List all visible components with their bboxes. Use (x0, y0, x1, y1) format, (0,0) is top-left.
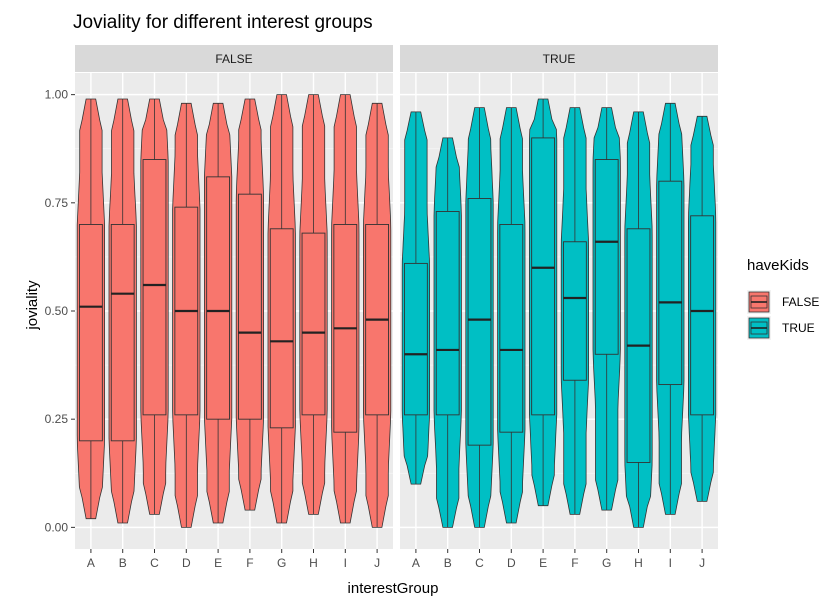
box (301, 232, 326, 416)
y-axis-title: joviality (24, 280, 41, 331)
box (142, 159, 167, 416)
chart-title: Joviality for different interest groups (73, 12, 373, 33)
violin-group-g (592, 107, 621, 511)
box (404, 262, 428, 416)
violin-group-d (172, 102, 201, 528)
violin-group-i (656, 102, 685, 515)
box (690, 215, 714, 416)
x-tick-label: H (634, 556, 643, 570)
violin-group-f (560, 107, 589, 515)
violin-group-e (204, 102, 233, 524)
violin-group-j (688, 115, 717, 502)
violin-group-e (529, 98, 558, 507)
y-tick-label: 1.00 (45, 88, 69, 102)
y-tick-label: 0.50 (45, 304, 69, 318)
legend-key-false: FALSE (747, 290, 819, 314)
y-tick-label: 0.25 (45, 412, 69, 426)
x-tick-label: A (87, 556, 95, 570)
box (79, 224, 103, 442)
y-tick-label: 0.75 (45, 196, 69, 210)
x-tick-label: E (214, 556, 222, 570)
violin-group-f (235, 98, 264, 511)
violin-group-b (108, 98, 137, 524)
x-tick-label: F (246, 556, 253, 570)
x-tick-label: G (602, 556, 611, 570)
x-axis-title: interestGroup (348, 580, 439, 597)
x-tick-label: H (309, 556, 318, 570)
x-tick-label: B (444, 556, 452, 570)
box (467, 198, 492, 446)
box (269, 228, 294, 429)
facet-strip (75, 45, 393, 72)
box (435, 211, 460, 416)
violin-group-b (433, 137, 462, 528)
x-tick-label: I (669, 556, 672, 570)
box (658, 180, 683, 386)
x-tick-label: J (699, 556, 705, 570)
x-tick-label: D (507, 556, 516, 570)
facet-panels: FALSE A B C D E F G H I J TRUE A B C D E F G H I J 0.00 0.25 0.5… (45, 45, 718, 570)
violin-group-h (624, 111, 653, 528)
legend-title: haveKids (747, 257, 809, 274)
violin-group-h (299, 94, 328, 515)
panel-true: TRUE A B C D E F G H I J (400, 45, 718, 570)
x-tick-label: C (150, 556, 159, 570)
legend: haveKids FALSE TRUE (747, 257, 819, 340)
x-tick-label: A (412, 556, 420, 570)
box (531, 137, 555, 416)
panel-false: FALSE A B C D E F G H I J (75, 45, 393, 570)
legend-key-true: TRUE (747, 316, 815, 340)
x-tick-label: G (277, 556, 286, 570)
violin-group-j (363, 102, 392, 528)
y-tick-label: 0.00 (45, 520, 69, 534)
x-tick-label: B (119, 556, 127, 570)
x-tick-label: F (571, 556, 578, 570)
x-tick-label: D (182, 556, 191, 570)
x-tick-label: C (475, 556, 484, 570)
facet-strip-label: FALSE (215, 52, 252, 66)
x-tick-label: J (374, 556, 380, 570)
legend-label: TRUE (782, 321, 815, 335)
facet-strip-label: TRUE (543, 52, 576, 66)
box (206, 176, 230, 420)
violin-group-a (401, 111, 430, 485)
violin-group-c (140, 98, 169, 515)
box (563, 241, 587, 381)
violin-group-i (331, 94, 360, 524)
violin-group-g (267, 94, 296, 524)
facet-strip (400, 45, 718, 72)
x-tick-label: I (344, 556, 347, 570)
box (594, 159, 619, 355)
violin-group-c (465, 107, 494, 528)
box (238, 193, 262, 420)
x-tick-label: E (539, 556, 547, 570)
legend-label: FALSE (782, 295, 819, 309)
box (499, 224, 524, 433)
violin-group-d (497, 107, 526, 524)
violin-group-a (76, 98, 105, 520)
box (110, 224, 135, 442)
